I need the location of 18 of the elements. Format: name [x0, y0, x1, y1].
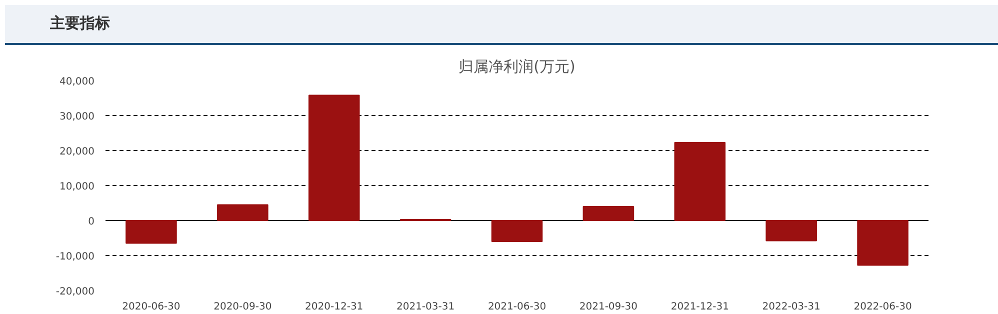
y-tick-label: 0 [88, 216, 95, 228]
y-tick-label: 30,000 [60, 112, 95, 122]
text: 主要指标 [50, 13, 110, 34]
chart-title: 归属净利润(万元) [458, 58, 576, 76]
x-tick-label: 2020-09-30 [214, 302, 272, 312]
x-tick-label: 2021-09-30 [579, 302, 638, 312]
y-tick-label: -20,000 [56, 286, 95, 298]
y-tick-label: 40,000 [60, 76, 95, 88]
y-tick-label: 10,000 [60, 182, 95, 192]
x-tick-label: 2022-06-30 [854, 302, 912, 312]
x-tick-label: 2020-06-30 [122, 302, 180, 312]
x-tick-label: 2022-03-31 [762, 302, 820, 312]
x-tick-label: 2021-12-31 [670, 302, 729, 312]
y-tick-label: -10,000 [56, 252, 95, 262]
x-tick-label: 2020-12-31 [305, 302, 364, 312]
x-tick-label: 2021-06-30 [488, 302, 546, 312]
x-tick-label: 2021-03-31 [396, 302, 455, 312]
y-tick-label: 20,000 [60, 146, 95, 158]
